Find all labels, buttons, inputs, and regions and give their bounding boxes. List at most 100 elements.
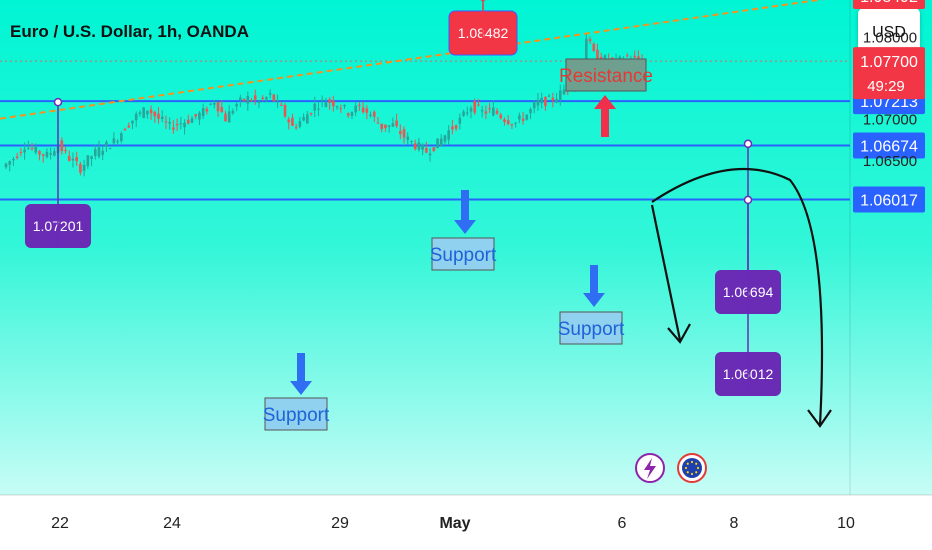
x-tick-label: 10 <box>837 515 855 532</box>
current-price-tag <box>853 47 925 100</box>
price-level-label: 1.06017 <box>860 192 918 209</box>
candle-body <box>633 55 636 58</box>
price-level-tag <box>853 132 925 159</box>
resistance-annotation-box <box>565 58 647 92</box>
candle-body <box>179 123 183 125</box>
candle-body <box>30 147 34 149</box>
candle-body <box>105 141 108 146</box>
candle-body <box>332 100 335 107</box>
candle-body <box>395 120 398 127</box>
candle-body <box>380 123 384 130</box>
candle-body <box>421 144 424 150</box>
y-tick-label: 1.08000 <box>863 29 917 46</box>
x-tick-label: 6 <box>618 515 627 532</box>
candle-body <box>536 99 540 106</box>
candle-body <box>469 107 473 112</box>
candle-body <box>473 101 477 113</box>
support-right-arrow-icon <box>583 265 605 307</box>
candle-body <box>465 112 469 114</box>
candle-body <box>558 90 562 100</box>
candle-body <box>603 55 607 59</box>
candle-body <box>4 163 8 168</box>
candle-body <box>436 138 439 149</box>
candle-body <box>354 105 357 113</box>
candle-body <box>164 121 168 123</box>
candle-body <box>369 114 372 116</box>
candle-body <box>142 107 145 118</box>
support-middle-annotation-box <box>431 237 495 271</box>
eu-star-icon <box>686 471 689 474</box>
candle-body <box>283 104 287 117</box>
callout-left-anchor <box>53 97 63 107</box>
candle-body <box>625 55 629 57</box>
candle-body <box>131 120 134 124</box>
candle-body <box>67 156 71 161</box>
candle-body <box>153 111 157 117</box>
candle-body <box>224 113 227 122</box>
candle-body <box>499 114 503 119</box>
candle-body <box>492 107 495 116</box>
candle-body <box>477 104 480 106</box>
eu-star-icon <box>696 466 700 470</box>
candle-body <box>451 126 454 130</box>
candle-body <box>439 138 443 147</box>
eu-star-icon <box>690 460 694 464</box>
candle-body <box>562 89 566 95</box>
candle-body <box>86 155 90 167</box>
candle-body <box>585 38 588 71</box>
y-tick-label: 1.06500 <box>863 153 917 170</box>
candle-body <box>406 136 410 140</box>
candle-body <box>90 156 93 159</box>
price-level-tag <box>853 0 925 9</box>
candle-body <box>209 103 212 105</box>
candle-body <box>194 114 198 117</box>
x-tick-label: 8 <box>730 515 739 532</box>
candle-body <box>350 112 354 116</box>
candle-body <box>235 103 238 107</box>
candle-body <box>343 104 346 107</box>
candle-body <box>410 140 413 142</box>
callout-right-upper-anchor <box>743 139 753 149</box>
candle-body <box>596 49 599 61</box>
candle-body <box>12 159 15 161</box>
candle-body <box>213 103 216 105</box>
candle-body <box>328 99 331 103</box>
candle-body <box>417 142 421 150</box>
candle-body <box>506 120 510 124</box>
candle-body <box>313 103 317 111</box>
candle-body <box>294 127 298 129</box>
candle-body <box>555 99 558 103</box>
candle-body <box>376 122 380 124</box>
y-tick-label: 1.07000 <box>863 112 917 129</box>
candle-body <box>387 125 391 127</box>
candle-body <box>592 43 596 51</box>
candle-body <box>514 122 517 124</box>
candle-body <box>64 149 67 151</box>
candle-body <box>547 95 551 97</box>
candle-body <box>320 99 324 101</box>
eu-star-icon <box>695 462 698 465</box>
candle-body <box>242 98 246 101</box>
candle-body <box>116 141 119 143</box>
candle-body <box>79 164 82 173</box>
candle-body <box>480 110 484 112</box>
projection-down-arrow <box>650 204 682 341</box>
candle-body <box>335 106 339 108</box>
candle-body <box>540 97 543 104</box>
candle-body <box>413 143 417 150</box>
trend-line <box>0 0 825 120</box>
candle-body <box>23 149 26 153</box>
candle-body <box>529 108 532 114</box>
resistance-annotation-label: Resistance <box>559 66 653 87</box>
candle-body <box>324 102 328 107</box>
candle-body <box>71 158 75 161</box>
candle-body <box>306 114 309 124</box>
candle-body <box>101 150 105 155</box>
candle-body <box>146 110 149 115</box>
candle-body <box>201 108 205 117</box>
candle-body <box>268 93 272 95</box>
candle-body <box>402 129 406 138</box>
candle-body <box>205 108 209 112</box>
